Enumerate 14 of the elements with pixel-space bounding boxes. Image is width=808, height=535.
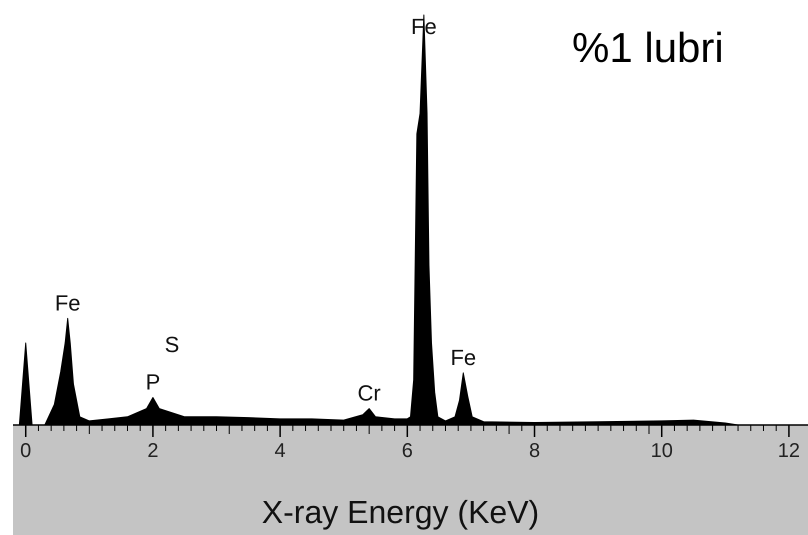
x-tick-label: 2 bbox=[147, 440, 158, 462]
x-tick-label: 0 bbox=[20, 440, 32, 462]
chart-title: %1 lubri bbox=[572, 24, 724, 71]
annotation: Cr bbox=[358, 380, 381, 406]
annotation: P bbox=[146, 370, 160, 395]
x-axis-title: X-ray Energy (KeV) bbox=[262, 494, 540, 530]
annotation: Fe bbox=[450, 344, 476, 370]
x-tick-label: 6 bbox=[402, 440, 413, 462]
x-tick-label: 10 bbox=[650, 440, 673, 462]
annotation: Fe bbox=[54, 290, 81, 316]
x-tick-label: 4 bbox=[274, 440, 286, 462]
x-tick-label: 12 bbox=[778, 440, 800, 462]
x-tick-label: 8 bbox=[528, 440, 540, 462]
annotation: S bbox=[164, 332, 180, 357]
